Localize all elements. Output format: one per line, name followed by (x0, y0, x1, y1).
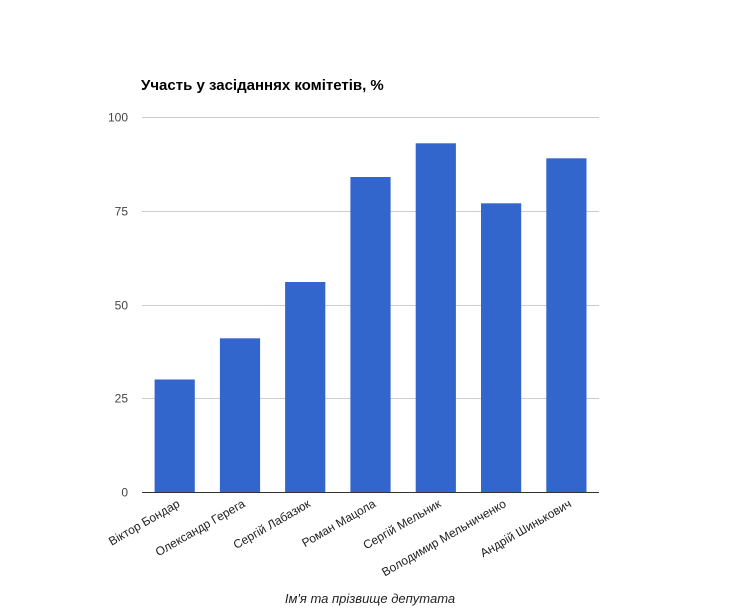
y-tick-label: 0 (121, 486, 128, 500)
bar (481, 203, 522, 493)
bar (546, 158, 587, 493)
y-tick-label: 25 (115, 392, 129, 406)
y-tick-label: 75 (115, 205, 129, 219)
x-tick-label: Володимир Мельниченко (379, 496, 509, 579)
bar (219, 338, 261, 493)
bar (285, 282, 326, 492)
y-tick-labels: 0 25 50 75 100 (108, 111, 128, 500)
y-tick-label: 100 (108, 111, 128, 125)
y-tick-label: 50 (115, 299, 129, 313)
bar (415, 143, 456, 493)
bar (350, 177, 391, 492)
chart-title: Участь у засіданнях комітетів, % (141, 77, 384, 94)
bars (154, 143, 587, 493)
x-axis-title: Ім'я та прізвище депутата (284, 591, 456, 606)
bar (154, 379, 195, 492)
